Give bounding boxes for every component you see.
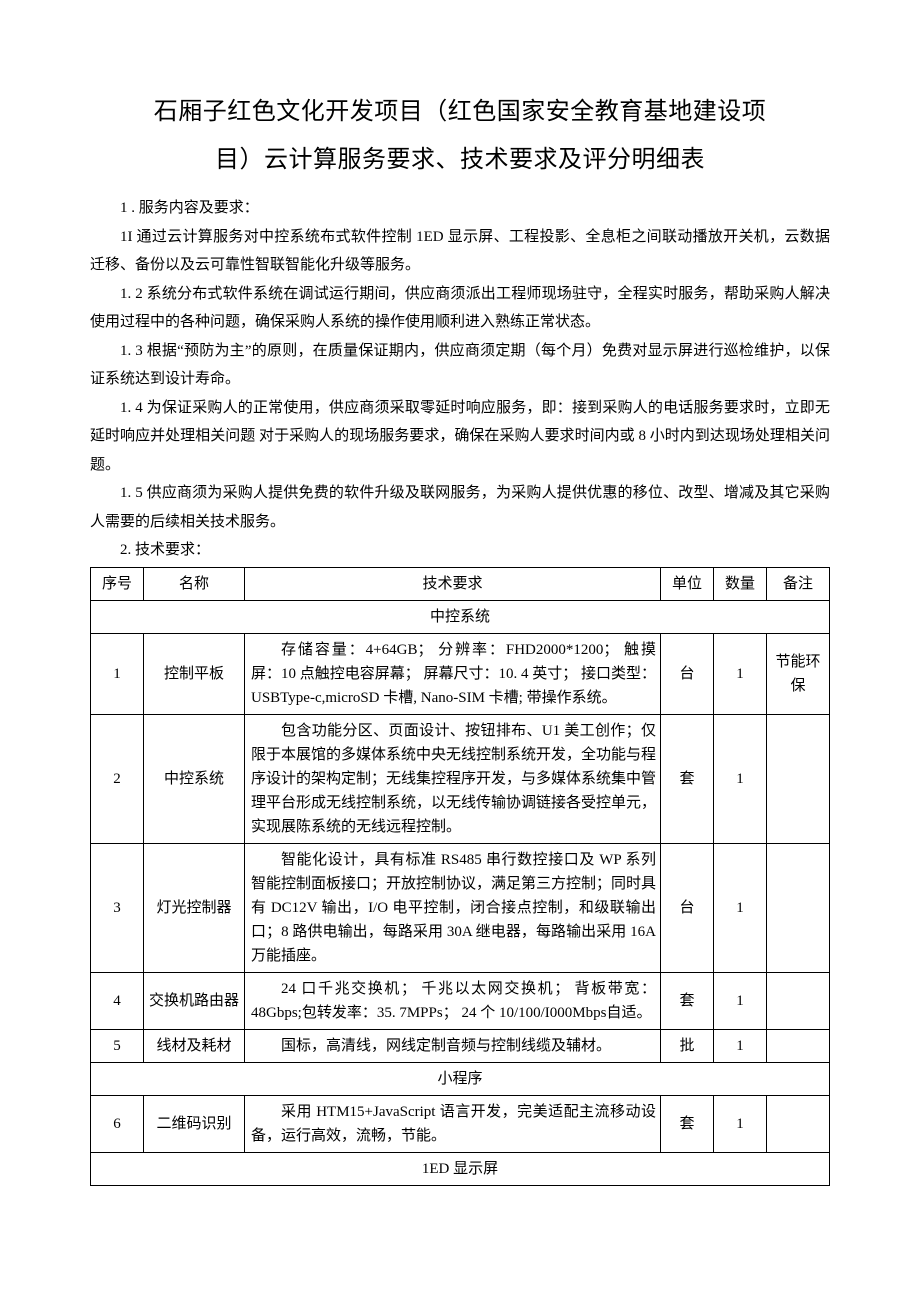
- cell-note: [767, 843, 830, 972]
- cell-note: 节能环保: [767, 633, 830, 714]
- th-req: 技术要求: [245, 567, 661, 600]
- cell-idx: 2: [91, 714, 144, 843]
- cell-unit: 台: [661, 843, 714, 972]
- para-1-4: 1. 4 为保证采购人的正常使用，供应商须采取零延时响应服务，即：接到采购人的电…: [90, 394, 830, 480]
- cell-req: 存储容量：4+64GB； 分辨率：FHD2000*1200； 触摸屏：10 点触…: [245, 633, 661, 714]
- cell-unit: 套: [661, 714, 714, 843]
- table-row: 2 中控系统 包含功能分区、页面设计、按钮排布、U1 美工创作；仅限于本展馆的多…: [91, 714, 830, 843]
- cell-unit: 批: [661, 1029, 714, 1062]
- cell-name: 交换机路由器: [144, 972, 245, 1029]
- cell-req: 智能化设计，具有标准 RS485 串行数控接口及 WP 系列智能控制面板接口；开…: [245, 843, 661, 972]
- group-row-control-system: 中控系统: [91, 600, 830, 633]
- table-header-row: 序号 名称 技术要求 单位 数量 备注: [91, 567, 830, 600]
- cell-qty: 1: [714, 633, 767, 714]
- cell-req: 24 口千兆交换机； 千兆以太网交换机； 背板带宽：48Gbps;包转发率：35…: [245, 972, 661, 1029]
- group-label: 小程序: [91, 1062, 830, 1095]
- cell-note: [767, 1095, 830, 1152]
- th-name: 名称: [144, 567, 245, 600]
- cell-req: 国标，高清线，网线定制音频与控制线缆及辅材。: [245, 1029, 661, 1062]
- cell-req: 采用 HTM15+JavaScript 语言开发，完美适配主流移动设备，运行高效…: [245, 1095, 661, 1152]
- doc-title-line2: 目）云计算服务要求、技术要求及评分明细表: [90, 148, 830, 172]
- th-qty: 数量: [714, 567, 767, 600]
- doc-title-line1: 石厢子红色文化开发项目（红色国家安全教育基地建设项: [90, 100, 830, 124]
- para-1-5: 1. 5 供应商须为采购人提供免费的软件升级及联网服务，为采购人提供优惠的移位、…: [90, 479, 830, 536]
- section-2-heading: 2. 技术要求：: [90, 536, 830, 565]
- cell-name: 控制平板: [144, 633, 245, 714]
- cell-qty: 1: [714, 972, 767, 1029]
- cell-qty: 1: [714, 843, 767, 972]
- cell-idx: 6: [91, 1095, 144, 1152]
- para-1-2: 1. 2 系统分布式软件系统在调试运行期间，供应商须派出工程师现场驻守，全程实时…: [90, 280, 830, 337]
- cell-note: [767, 714, 830, 843]
- cell-note: [767, 1029, 830, 1062]
- cell-qty: 1: [714, 714, 767, 843]
- cell-qty: 1: [714, 1029, 767, 1062]
- cell-req: 包含功能分区、页面设计、按钮排布、U1 美工创作；仅限于本展馆的多媒体系统中央无…: [245, 714, 661, 843]
- cell-name: 中控系统: [144, 714, 245, 843]
- group-label: 1ED 显示屏: [91, 1152, 830, 1185]
- cell-qty: 1: [714, 1095, 767, 1152]
- tech-requirements-table: 序号 名称 技术要求 单位 数量 备注 中控系统 1 控制平板 存储容量：4+6…: [90, 567, 830, 1186]
- group-label: 中控系统: [91, 600, 830, 633]
- table-row: 4 交换机路由器 24 口千兆交换机； 千兆以太网交换机； 背板带宽：48Gbp…: [91, 972, 830, 1029]
- cell-unit: 台: [661, 633, 714, 714]
- cell-note: [767, 972, 830, 1029]
- para-1-3: 1. 3 根据“预防为主”的原则，在质量保证期内，供应商须定期（每个月）免费对显…: [90, 337, 830, 394]
- para-1-1: 1I 通过云计算服务对中控系统布式软件控制 1ED 显示屏、工程投影、全息柜之间…: [90, 223, 830, 280]
- cell-idx: 1: [91, 633, 144, 714]
- cell-idx: 3: [91, 843, 144, 972]
- th-note: 备注: [767, 567, 830, 600]
- cell-name: 二维码识别: [144, 1095, 245, 1152]
- cell-idx: 5: [91, 1029, 144, 1062]
- cell-idx: 4: [91, 972, 144, 1029]
- cell-name: 灯光控制器: [144, 843, 245, 972]
- section-1-heading: 1 . 服务内容及要求：: [90, 194, 830, 223]
- cell-unit: 套: [661, 1095, 714, 1152]
- th-idx: 序号: [91, 567, 144, 600]
- table-row: 5 线材及耗材 国标，高清线，网线定制音频与控制线缆及辅材。 批 1: [91, 1029, 830, 1062]
- group-row-led-display: 1ED 显示屏: [91, 1152, 830, 1185]
- cell-unit: 套: [661, 972, 714, 1029]
- group-row-miniprogram: 小程序: [91, 1062, 830, 1095]
- cell-name: 线材及耗材: [144, 1029, 245, 1062]
- table-row: 6 二维码识别 采用 HTM15+JavaScript 语言开发，完美适配主流移…: [91, 1095, 830, 1152]
- table-row: 1 控制平板 存储容量：4+64GB； 分辨率：FHD2000*1200； 触摸…: [91, 633, 830, 714]
- document-page: 石厢子红色文化开发项目（红色国家安全教育基地建设项 目）云计算服务要求、技术要求…: [0, 0, 920, 1301]
- table-row: 3 灯光控制器 智能化设计，具有标准 RS485 串行数控接口及 WP 系列智能…: [91, 843, 830, 972]
- th-unit: 单位: [661, 567, 714, 600]
